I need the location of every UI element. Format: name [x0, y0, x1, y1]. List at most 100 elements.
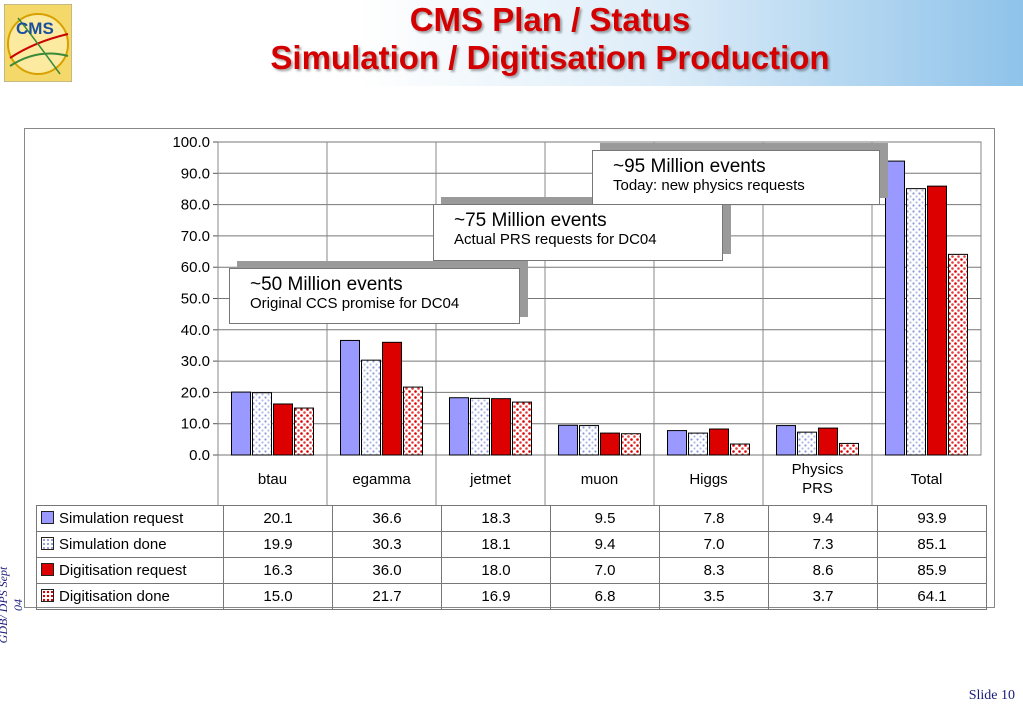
bar-digitisation-request-btau — [273, 403, 293, 456]
y-tick-label: 50.0 — [181, 291, 210, 308]
y-tick-label: 0.0 — [189, 447, 210, 464]
legend-swatch — [41, 537, 54, 550]
bar-simulation-request-jetmet — [449, 397, 469, 456]
bar-digitisation-request-jetmet — [491, 398, 511, 456]
data-table: Simulation request 20.1 36.6 18.3 9.5 7.8 9.4 9… — [36, 505, 987, 610]
table-cell: 20.1 — [223, 505, 333, 532]
callout-50m-main: ~50 Million events — [250, 274, 403, 295]
legend-swatch — [41, 563, 54, 576]
x-category-label: egamma — [352, 471, 411, 488]
legend-label: Digitisation request — [59, 562, 187, 579]
bar-simulation-done-higgs — [688, 432, 708, 456]
bar-simulation-done-total — [906, 188, 926, 456]
legend-entry: Digitisation done — [36, 583, 224, 610]
callout-95m-main: ~95 Million events — [613, 156, 766, 177]
table-cell: 16.3 — [223, 557, 333, 584]
header-bar: CMS CMS Plan / Status Simulation / Digit… — [0, 0, 1023, 86]
table-cell: 3.5 — [659, 583, 769, 610]
legend-label: Digitisation done — [59, 588, 170, 605]
table-cell: 21.7 — [332, 583, 442, 610]
legend-swatch — [41, 589, 54, 602]
table-cell: 15.0 — [223, 583, 333, 610]
bar-digitisation-request-egamma — [382, 341, 402, 456]
bar-digitisation-done-btau — [294, 407, 314, 456]
data-table-row: Digitisation done 15.0 21.7 16.9 6.8 3.5 3.7 64… — [36, 583, 987, 610]
table-cell: 18.3 — [441, 505, 551, 532]
x-category-label: PRS — [802, 480, 833, 497]
bar-simulation-request-higgs — [667, 430, 687, 456]
table-cell: 8.6 — [768, 557, 878, 584]
x-category-label: btau — [258, 471, 287, 488]
slide-number: Slide 10 — [968, 688, 1015, 703]
bar-simulation-request-total — [885, 160, 905, 456]
bar-digitisation-done-physics-prs — [839, 442, 859, 456]
table-cell: 7.3 — [768, 531, 878, 558]
bar-digitisation-done-total — [948, 253, 968, 456]
y-tick-label: 10.0 — [181, 416, 210, 433]
data-table-row: Digitisation request 16.3 36.0 18.0 7.0 8.3 8.… — [36, 557, 987, 584]
bar-simulation-request-muon — [558, 424, 578, 456]
table-cell: 85.1 — [877, 531, 987, 558]
y-tick-label: 80.0 — [181, 197, 210, 214]
bar-simulation-done-muon — [579, 425, 599, 456]
legend-label: Simulation done — [59, 536, 167, 553]
slide-title-line1: CMS Plan / Status — [409, 1, 691, 38]
logo-text: CMS — [16, 19, 54, 38]
table-cell: 30.3 — [332, 531, 442, 558]
legend-label: Simulation request — [59, 510, 184, 527]
table-cell: 93.9 — [877, 505, 987, 532]
table-cell: 6.8 — [550, 583, 660, 610]
bar-digitisation-done-jetmet — [512, 401, 532, 456]
data-table-row: Simulation done 19.9 30.3 18.1 9.4 7.0 7.3 85.1 — [36, 531, 987, 558]
bar-simulation-request-egamma — [340, 339, 360, 456]
table-cell: 3.7 — [768, 583, 878, 610]
table-cell: 36.0 — [332, 557, 442, 584]
x-category-label: Higgs — [689, 471, 727, 488]
table-cell: 7.8 — [659, 505, 769, 532]
y-tick-label: 20.0 — [181, 384, 210, 401]
bar-simulation-done-jetmet — [470, 397, 490, 456]
bar-simulation-request-btau — [231, 391, 251, 456]
table-cell: 7.0 — [550, 557, 660, 584]
y-tick-label: 100.0 — [172, 134, 210, 151]
x-category-label: Physics — [792, 461, 844, 478]
y-tick-label: 60.0 — [181, 259, 210, 276]
legend-entry: Simulation done — [36, 531, 224, 558]
bar-digitisation-done-higgs — [730, 443, 750, 456]
slide-title-line2: Simulation / Digitisation Production — [270, 39, 830, 76]
x-category-label: jetmet — [469, 471, 512, 488]
table-cell: 18.1 — [441, 531, 551, 558]
bar-digitisation-request-physics-prs — [818, 427, 838, 456]
bar-digitisation-done-muon — [621, 433, 641, 456]
table-cell: 36.6 — [332, 505, 442, 532]
x-category-label: Total — [911, 471, 943, 488]
table-cell: 9.4 — [550, 531, 660, 558]
data-table-row: Simulation request 20.1 36.6 18.3 9.5 7.8 9.4 9… — [36, 505, 987, 532]
bar-digitisation-request-higgs — [709, 428, 729, 456]
x-category-label: muon — [581, 471, 619, 488]
table-cell: 18.0 — [441, 557, 551, 584]
callout-75m-sub: Actual PRS requests for DC04 — [454, 231, 657, 248]
callout-75m-main: ~75 Million events — [454, 210, 607, 231]
y-tick-label: 30.0 — [181, 353, 210, 370]
legend-entry: Digitisation request — [36, 557, 224, 584]
callout-75m: ~75 Million events Actual PRS requests f… — [433, 204, 723, 261]
bar-simulation-done-egamma — [361, 359, 381, 456]
callout-95m-sub: Today: new physics requests — [613, 177, 805, 194]
table-cell: 8.3 — [659, 557, 769, 584]
bar-simulation-done-btau — [252, 392, 272, 456]
table-cell: 9.5 — [550, 505, 660, 532]
callout-50m: ~50 Million events Original CCS promise … — [229, 268, 520, 324]
legend-swatch — [41, 511, 54, 524]
table-cell: 64.1 — [877, 583, 987, 610]
table-cell: 19.9 — [223, 531, 333, 558]
table-cell: 9.4 — [768, 505, 878, 532]
table-cell: 7.0 — [659, 531, 769, 558]
bar-simulation-done-physics-prs — [797, 431, 817, 456]
y-tick-label: 70.0 — [181, 228, 210, 245]
bar-digitisation-done-egamma — [403, 386, 423, 456]
callout-95m: ~95 Million events Today: new physics re… — [592, 150, 880, 205]
legend-entry: Simulation request — [36, 505, 224, 532]
callout-50m-sub: Original CCS promise for DC04 — [250, 295, 460, 312]
bar-digitisation-request-muon — [600, 432, 620, 456]
